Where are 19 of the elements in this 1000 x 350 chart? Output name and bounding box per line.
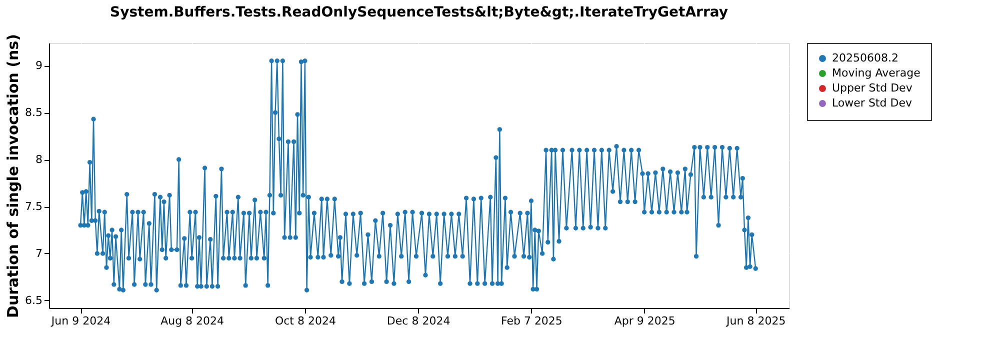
legend-label: Lower Std Dev [832, 96, 912, 110]
y-tick-label: 7 [36, 246, 42, 260]
x-tick-label: Dec 8 2024 [386, 314, 450, 328]
x-tick-label: Jun 9 2024 [50, 314, 111, 328]
y-tick-label: 8.5 [25, 106, 42, 120]
legend-label: 20250608.2 [832, 52, 898, 64]
x-tick-label: Feb 7 2025 [500, 314, 562, 328]
y-tick-label: 7.5 [25, 200, 42, 214]
y-tick-label: 9 [36, 59, 42, 72]
y-tick-label: 6.5 [25, 294, 42, 307]
y-axis-title: Duration of single invocation (ns) [4, 34, 22, 318]
legend-label: Moving Average [832, 66, 921, 80]
legend-label: Upper Std Dev [832, 82, 913, 94]
x-tick-label: Oct 8 2024 [274, 314, 336, 328]
x-tick-label: Apr 9 2025 [614, 314, 676, 328]
y-tick-label: 8 [36, 153, 42, 166]
x-tick-label: Jun 8 2025 [726, 314, 786, 328]
chart-title: System.Buffers.Tests.ReadOnlySequenceTests&lt;Byte&gt;.IterateTryGetArray [110, 4, 728, 20]
x-tick-label: Aug 8 2024 [160, 314, 224, 328]
